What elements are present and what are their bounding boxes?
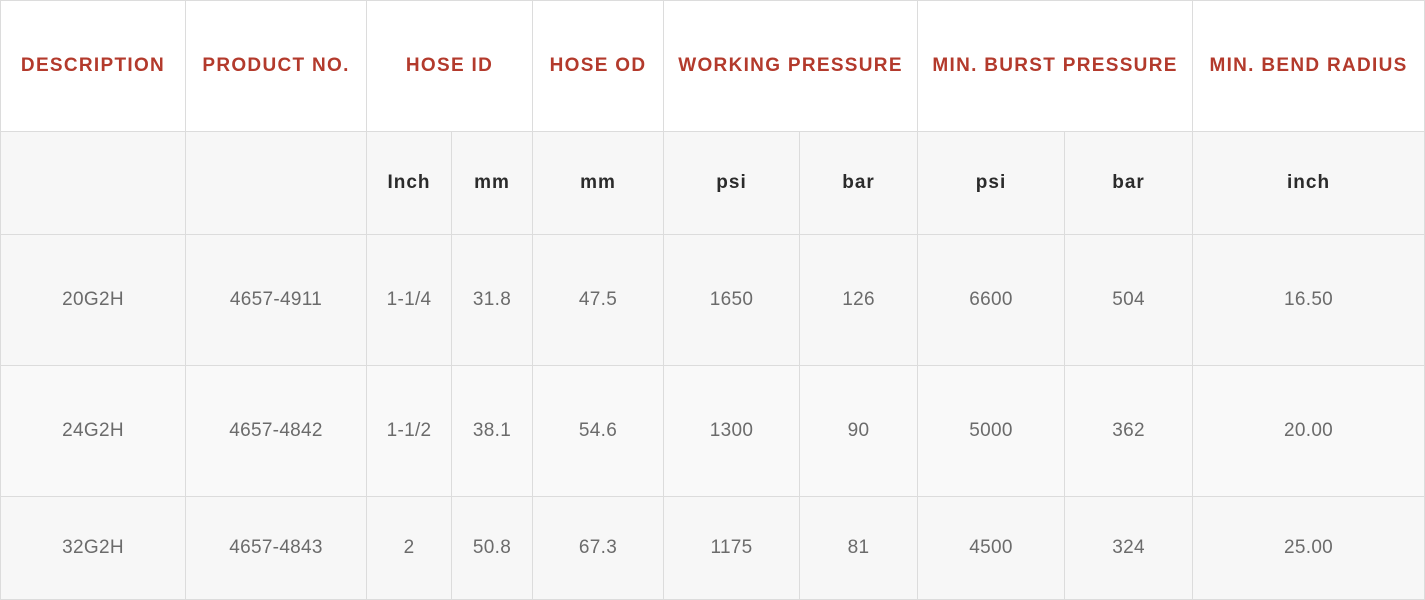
cell-burst-psi: 6600 (917, 234, 1066, 366)
cell-working-bar: 90 (799, 365, 919, 497)
table-row: 20G2H 4657-4911 1-1/4 31.8 47.5 1650 126… (0, 234, 1425, 366)
cell-description: 32G2H (0, 496, 186, 600)
cell-burst-bar: 504 (1064, 234, 1194, 366)
cell-product-no: 4657-4911 (185, 234, 367, 366)
header-product-no: PRODUCT NO. (185, 0, 367, 132)
cell-hose-od-mm: 67.3 (532, 496, 665, 600)
cell-working-psi: 1650 (663, 234, 801, 366)
cell-hose-od-mm: 54.6 (532, 365, 665, 497)
unit-hose-id-inch: Inch (366, 131, 452, 235)
cell-description: 24G2H (0, 365, 186, 497)
cell-bend-inch: 20.00 (1192, 365, 1425, 497)
cell-hose-od-mm: 47.5 (532, 234, 665, 366)
unit-description (0, 131, 186, 235)
cell-hose-id-mm: 50.8 (450, 496, 534, 600)
cell-working-bar: 81 (799, 496, 919, 600)
header-row: DESCRIPTION PRODUCT NO. HOSE ID HOSE OD … (0, 0, 1425, 132)
units-row: Inch mm mm psi bar psi bar inch (0, 131, 1425, 235)
unit-burst-bar: bar (1064, 131, 1194, 235)
cell-burst-psi: 4500 (917, 496, 1066, 600)
header-hose-id: HOSE ID (365, 0, 534, 132)
unit-hose-id-mm: mm (450, 131, 534, 235)
cell-bend-inch: 25.00 (1192, 496, 1425, 600)
cell-product-no: 4657-4843 (185, 496, 367, 600)
cell-bend-inch: 16.50 (1192, 234, 1425, 366)
cell-working-psi: 1300 (663, 365, 801, 497)
cell-hose-id-inch: 1-1/2 (366, 365, 452, 497)
cell-product-no: 4657-4842 (185, 365, 367, 497)
cell-burst-bar: 324 (1064, 496, 1194, 600)
cell-description: 20G2H (0, 234, 186, 366)
table-row: 32G2H 4657-4843 2 50.8 67.3 1175 81 4500… (0, 496, 1425, 600)
unit-working-psi: psi (663, 131, 801, 235)
header-min-bend-radius: MIN. BEND RADIUS (1192, 0, 1425, 132)
unit-working-bar: bar (799, 131, 919, 235)
cell-working-psi: 1175 (663, 496, 801, 600)
cell-burst-bar: 362 (1064, 365, 1194, 497)
cell-hose-id-mm: 31.8 (450, 234, 534, 366)
cell-hose-id-mm: 38.1 (450, 365, 534, 497)
header-description: DESCRIPTION (0, 0, 186, 132)
cell-working-bar: 126 (799, 234, 919, 366)
unit-burst-psi: psi (917, 131, 1066, 235)
unit-bend-inch: inch (1192, 131, 1425, 235)
cell-burst-psi: 5000 (917, 365, 1066, 497)
unit-hose-od-mm: mm (532, 131, 665, 235)
header-min-burst-pressure: MIN. BURST PRESSURE (917, 0, 1194, 132)
header-hose-od: HOSE OD (532, 0, 665, 132)
cell-hose-id-inch: 1-1/4 (366, 234, 452, 366)
header-working-pressure: WORKING PRESSURE (663, 0, 919, 132)
cell-hose-id-inch: 2 (366, 496, 452, 600)
unit-product-no (185, 131, 367, 235)
table-row: 24G2H 4657-4842 1-1/2 38.1 54.6 1300 90 … (0, 365, 1425, 497)
